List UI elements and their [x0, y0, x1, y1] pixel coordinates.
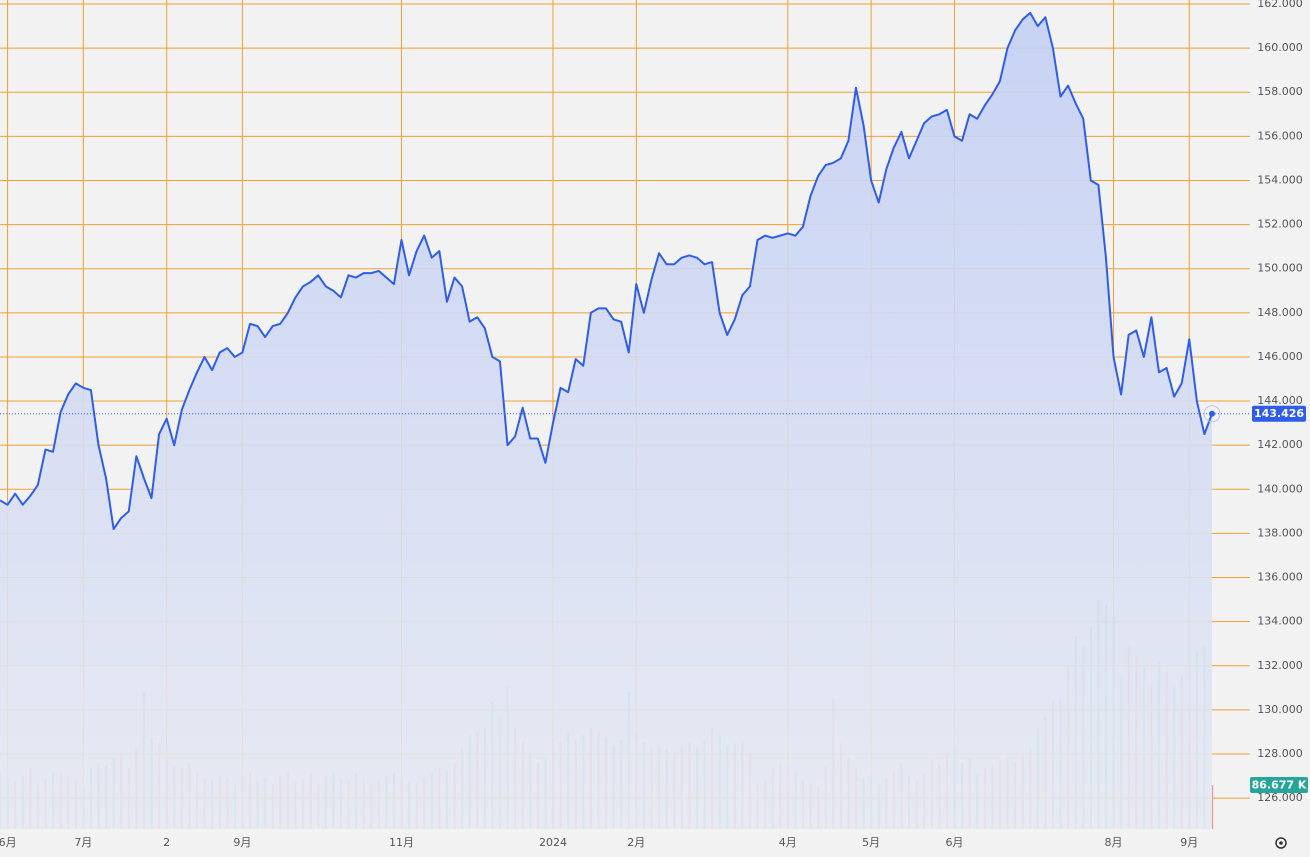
x-tick-label: 5月 [862, 836, 880, 849]
y-tick-label: 162.000 [1257, 0, 1303, 10]
x-tick-label: 9月 [233, 836, 251, 849]
last-point [1209, 410, 1215, 417]
x-tick-label: 2 [163, 836, 170, 849]
x-tick-label: 2月 [627, 836, 645, 849]
settings-button[interactable] [1275, 837, 1287, 849]
price-line [0, 11, 1213, 530]
y-tick-label: 148.000 [1257, 306, 1303, 319]
x-tick-label: 9月 [1180, 836, 1198, 849]
y-tick-label: 134.000 [1257, 615, 1303, 628]
y-tick-label: 152.000 [1257, 218, 1303, 231]
last-volume-box [1250, 776, 1308, 793]
gear-center[interactable] [1279, 841, 1283, 845]
x-tick-label: 8月 [1105, 836, 1123, 849]
y-tick-label: 160.000 [1257, 41, 1303, 54]
last-point-halo [1203, 405, 1221, 423]
last-price-label: 143.426 [1254, 407, 1304, 420]
x-tick-label: 11月 [389, 836, 414, 849]
y-tick-label: 154.000 [1257, 173, 1303, 186]
x-tick-label: 6月 [0, 836, 17, 849]
y-tick-label: 146.000 [1257, 350, 1303, 363]
y-tick-label: 130.000 [1257, 703, 1303, 716]
x-tick-label: 7月 [74, 836, 92, 849]
x-tick-label: 6月 [945, 836, 963, 849]
y-tick-label: 142.000 [1257, 438, 1303, 451]
y-tick-label: 126.000 [1257, 791, 1303, 804]
y-tick-label: 140.000 [1257, 482, 1303, 495]
x-tick-label: 4月 [779, 836, 797, 849]
y-tick-label: 132.000 [1257, 659, 1303, 672]
volume-bar [1211, 784, 1214, 829]
last-price-box [1252, 405, 1306, 422]
y-tick-label: 150.000 [1257, 262, 1303, 275]
y-tick-label: 158.000 [1257, 85, 1303, 98]
y-tick-label: 128.000 [1257, 747, 1303, 760]
gear-icon[interactable] [1275, 837, 1287, 849]
x-tick-label: 2024 [539, 836, 567, 849]
y-tick-label: 136.000 [1257, 571, 1303, 584]
y-tick-label: 144.000 [1257, 394, 1303, 407]
price-area [0, 12, 1212, 829]
last-volume-label: 86.677 K [1252, 778, 1307, 791]
y-tick-label: 138.000 [1257, 526, 1303, 539]
y-tick-label: 156.000 [1257, 129, 1303, 142]
